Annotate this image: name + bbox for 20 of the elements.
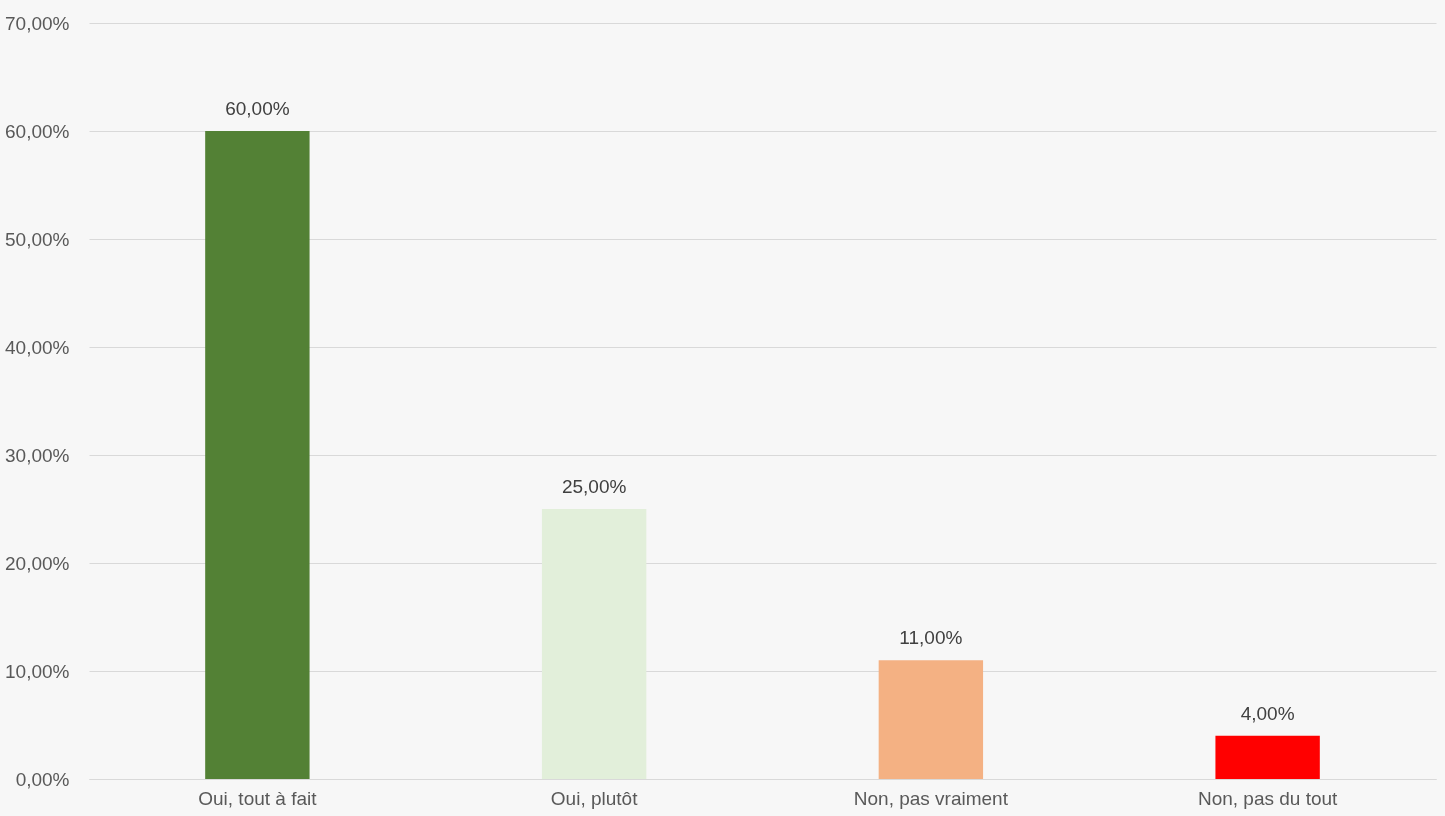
y-tick-label: 50,00% <box>5 228 70 250</box>
y-tick-label: 10,00% <box>5 660 70 682</box>
y-tick-label: 40,00% <box>5 336 70 358</box>
x-tick-label: Oui, plutôt <box>550 787 639 809</box>
y-tick-label: 20,00% <box>5 552 70 574</box>
x-tick-label: Non, pas vraiment <box>853 787 1009 809</box>
data-label: 25,00% <box>561 476 627 497</box>
y-tick-label: 30,00% <box>5 444 70 466</box>
y-tick-label: 60,00% <box>5 120 70 142</box>
data-label: 11,00% <box>899 627 963 649</box>
bar <box>205 131 310 779</box>
y-tick-label: 0,00% <box>15 768 70 790</box>
y-tick-label: 70,00% <box>5 12 70 34</box>
x-tick-label: Non, pas du tout <box>1197 787 1339 809</box>
bar <box>541 509 647 779</box>
bar <box>878 660 984 779</box>
x-tick-label: Oui, tout à fait <box>198 787 318 809</box>
data-label: 60,00% <box>225 98 290 119</box>
bar <box>1215 735 1320 779</box>
data-label: 4,00% <box>1240 702 1295 724</box>
